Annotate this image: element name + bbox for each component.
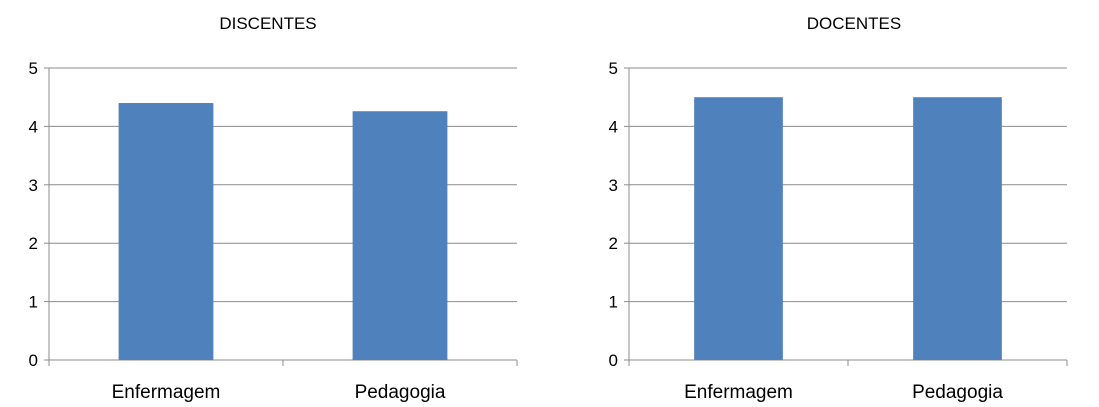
y-tick-label: 1 xyxy=(609,293,618,312)
chart-title: DOCENTES xyxy=(807,14,901,33)
x-category-label: Enfermagem xyxy=(112,382,221,403)
y-tick-label: 2 xyxy=(29,234,38,253)
bar-enfermagem xyxy=(118,103,214,360)
y-tick-label: 4 xyxy=(29,117,38,136)
chart-discentes: DISCENTES 0 1 2 3 4 5 Enfermagem Pedagogia xyxy=(29,14,518,403)
y-tick-label: 5 xyxy=(29,59,38,78)
bar-pedagogia xyxy=(352,111,448,360)
y-tick-label: 1 xyxy=(29,293,38,312)
bar-enfermagem xyxy=(694,97,783,360)
y-tick-label: 4 xyxy=(609,117,618,136)
chart-docentes: DOCENTES 0 1 2 3 4 5 Enfermagem Pedagogia xyxy=(609,14,1068,403)
x-category-label: Pedagogia xyxy=(912,382,1003,403)
y-tick-label: 0 xyxy=(29,351,38,370)
bar-pedagogia xyxy=(913,97,1002,360)
x-category-label: Enfermagem xyxy=(684,382,793,403)
y-tick-label: 3 xyxy=(29,176,38,195)
x-category-label: Pedagogia xyxy=(355,382,446,403)
y-tick-label: 0 xyxy=(609,351,618,370)
chart-title: DISCENTES xyxy=(219,14,316,33)
y-tick-label: 5 xyxy=(609,59,618,78)
y-tick-label: 3 xyxy=(609,176,618,195)
y-tick-label: 2 xyxy=(609,234,618,253)
